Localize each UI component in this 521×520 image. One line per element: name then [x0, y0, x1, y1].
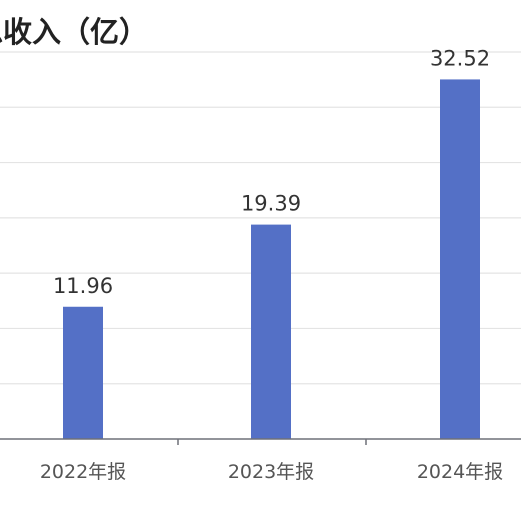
x-axis: 2022年报 2023年报 2024年报	[0, 438, 521, 483]
bars	[63, 79, 480, 439]
x-tick-label: 2022年报	[40, 461, 126, 483]
value-label: 19.39	[241, 192, 301, 216]
value-label: 11.96	[53, 274, 113, 298]
bar	[251, 224, 291, 439]
value-label: 32.52	[430, 46, 490, 70]
value-labels: 11.96 19.39 32.52	[53, 46, 490, 297]
x-tick-label: 2024年报	[417, 461, 503, 483]
x-tick-label: 2023年报	[228, 461, 314, 483]
bar	[63, 306, 103, 439]
chart-title: 总收入（亿）	[0, 15, 148, 49]
bar	[440, 79, 480, 439]
